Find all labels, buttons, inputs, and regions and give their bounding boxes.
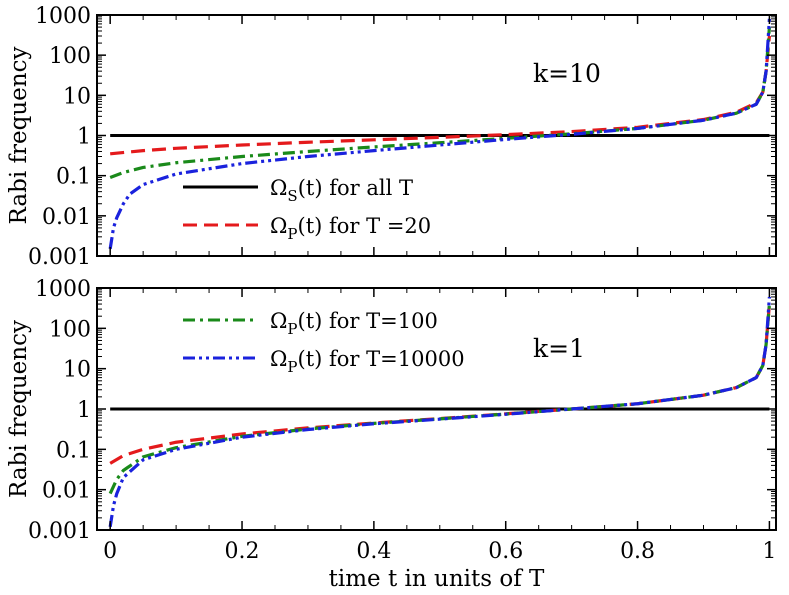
x-tick-label: 0.2 (225, 539, 260, 564)
panel-annotation: k=1 (533, 334, 585, 363)
legend-label-T20: ΩP(t) for T =20 (270, 214, 431, 243)
y-tick-label: 0.01 (42, 479, 91, 504)
x-tick-label: 0.8 (620, 539, 655, 564)
x-tick-label: 1 (762, 539, 776, 564)
y-tick-label: 10 (63, 358, 91, 383)
y-tick-label: 0.1 (56, 438, 91, 463)
y-tick-label: 0.001 (28, 245, 91, 270)
y-tick-label: 1000 (35, 277, 91, 302)
y-tick-label: 10 (63, 84, 91, 109)
y-axis-label: Rabi frequency (6, 320, 32, 498)
y-tick-label: 0.01 (42, 205, 91, 230)
y-axis-label: Rabi frequency (6, 47, 32, 225)
panel-annotation: k=10 (533, 59, 601, 88)
x-axis-label: time t in units of T (329, 566, 545, 592)
series-line-bottom-T100 (108, 303, 772, 495)
x-tick-label: 0.4 (356, 539, 391, 564)
series-line-bottom-T10000 (108, 296, 772, 528)
y-tick-label: 100 (49, 44, 91, 69)
y-tick-label: 1 (77, 398, 91, 423)
x-tick-label: 0.6 (488, 539, 523, 564)
y-tick-label: 0.1 (56, 165, 91, 190)
legend-label-T10000: ΩP(t) for T=10000 (270, 347, 465, 376)
series-line-bottom-T20 (109, 303, 772, 465)
y-tick-label: 0.001 (28, 519, 91, 544)
series-line-top-T100 (109, 26, 772, 179)
y-tick-label: 1 (77, 125, 91, 150)
legend-label-S: ΩS(t) for all T (270, 176, 413, 205)
x-tick-label: 0 (103, 539, 117, 564)
legend-bottom: ΩP(t) for T=100 ΩP(t) for T=10000 (183, 309, 465, 376)
series-line-top-T10000 (108, 18, 772, 250)
legend-top: ΩS(t) for all T ΩP(t) for T =20 (183, 176, 431, 243)
legend-label-T100: ΩP(t) for T=100 (270, 309, 438, 338)
y-tick-label: 1000 (35, 4, 91, 29)
y-tick-label: 100 (49, 317, 91, 342)
